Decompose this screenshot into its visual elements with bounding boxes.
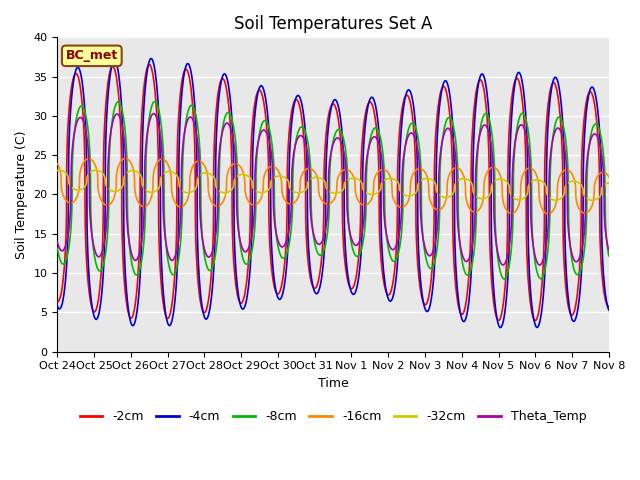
-2cm (531, 318, 539, 324)
-16cm (122, 156, 129, 161)
-8cm (488, 132, 496, 138)
Theta_Temp (150, 111, 157, 117)
-8cm (605, 253, 612, 259)
-4cm (488, 254, 496, 260)
-16cm (313, 172, 321, 178)
Line: -32cm: -32cm (58, 170, 609, 200)
-32cm (588, 197, 596, 203)
Theta_Temp (536, 262, 543, 268)
-32cm (56, 168, 63, 173)
-2cm (488, 283, 496, 288)
-4cm (426, 302, 434, 308)
-16cm (457, 168, 465, 173)
Text: BC_met: BC_met (66, 49, 118, 62)
-16cm (605, 174, 612, 180)
-2cm (54, 299, 61, 305)
Line: -2cm: -2cm (58, 65, 609, 321)
-4cm (605, 307, 612, 313)
-2cm (426, 285, 434, 291)
-2cm (457, 311, 465, 316)
-8cm (604, 250, 612, 256)
Theta_Temp (604, 246, 612, 252)
-32cm (313, 175, 321, 180)
-8cm (457, 249, 465, 254)
Legend: -2cm, -4cm, -8cm, -16cm, -32cm, Theta_Temp: -2cm, -4cm, -8cm, -16cm, -32cm, Theta_Te… (75, 405, 591, 428)
-4cm (457, 312, 465, 318)
Line: -4cm: -4cm (58, 59, 609, 327)
-2cm (313, 284, 321, 289)
Theta_Temp (426, 253, 434, 259)
-8cm (153, 100, 161, 106)
-4cm (153, 81, 161, 87)
Title: Soil Temperatures Set A: Soil Temperatures Set A (234, 15, 432, 33)
-32cm (54, 168, 61, 173)
Theta_Temp (313, 240, 321, 245)
-16cm (153, 161, 161, 167)
-8cm (313, 247, 321, 253)
Theta_Temp (457, 245, 465, 251)
-4cm (313, 291, 321, 297)
Line: -8cm: -8cm (58, 101, 609, 279)
-32cm (457, 176, 465, 182)
-32cm (426, 176, 434, 182)
-16cm (54, 161, 61, 167)
-4cm (604, 306, 612, 312)
-4cm (497, 324, 504, 330)
X-axis label: Time: Time (317, 377, 349, 390)
-8cm (426, 265, 434, 271)
-2cm (605, 303, 612, 309)
Theta_Temp (153, 115, 161, 120)
-8cm (54, 245, 61, 251)
-16cm (545, 211, 552, 217)
-16cm (604, 173, 612, 179)
Theta_Temp (54, 240, 61, 245)
Y-axis label: Soil Temperature (C): Soil Temperature (C) (15, 130, 28, 259)
-2cm (604, 303, 612, 309)
Theta_Temp (605, 247, 612, 253)
Line: -16cm: -16cm (58, 158, 609, 214)
-2cm (145, 62, 153, 68)
-32cm (605, 180, 612, 186)
-4cm (54, 303, 61, 309)
-32cm (604, 180, 612, 186)
-2cm (153, 109, 161, 115)
-32cm (488, 181, 496, 187)
Theta_Temp (488, 149, 496, 155)
Line: Theta_Temp: Theta_Temp (58, 114, 609, 265)
-16cm (488, 165, 496, 170)
-8cm (500, 276, 508, 282)
-32cm (153, 188, 161, 193)
-8cm (151, 98, 159, 104)
-4cm (147, 56, 155, 61)
-16cm (426, 198, 434, 204)
